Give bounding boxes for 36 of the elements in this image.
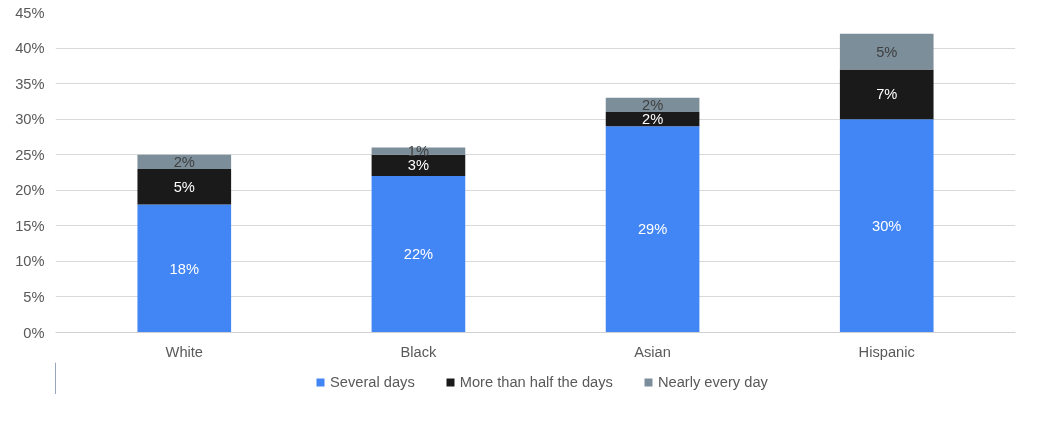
data-label: 18% xyxy=(169,260,199,277)
y-tick-label: 30% xyxy=(15,111,45,128)
data-label: 30% xyxy=(872,217,902,234)
y-tick-label: 45% xyxy=(15,4,45,21)
y-tick-label: 15% xyxy=(15,217,45,234)
y-tick-label: 25% xyxy=(15,146,45,163)
legend-label: Several days xyxy=(330,374,415,390)
x-tick-label: Black xyxy=(400,343,438,360)
y-tick-label: 40% xyxy=(15,40,45,57)
bar xyxy=(839,33,934,70)
legend-label: Nearly every day xyxy=(657,374,768,390)
bar xyxy=(137,204,232,333)
y-tick-label: 5% xyxy=(23,288,45,305)
bar xyxy=(371,154,466,177)
data-label: 22% xyxy=(403,246,434,263)
data-label: 5% xyxy=(173,178,195,195)
bar xyxy=(605,126,700,333)
legend-label: More than half the days xyxy=(459,374,613,390)
y-tick-label: 0% xyxy=(23,324,45,341)
data-label: 3% xyxy=(407,157,430,174)
y-tick-label: 35% xyxy=(15,75,45,92)
data-label: 7% xyxy=(876,86,898,103)
bar xyxy=(137,168,232,205)
y-tick-label: 20% xyxy=(15,182,45,199)
data-label: 2% xyxy=(641,96,664,113)
data-label: 5% xyxy=(876,43,898,60)
x-tick-label: Asian xyxy=(634,343,671,360)
bar xyxy=(371,176,466,333)
data-label: 2% xyxy=(173,153,195,170)
data-label: 29% xyxy=(637,221,668,238)
y-tick-label: 10% xyxy=(15,253,45,270)
bar xyxy=(839,69,934,120)
x-tick-label: White xyxy=(165,343,204,360)
data-label: 2% xyxy=(641,111,664,128)
x-tick-label: Hispanic xyxy=(858,343,915,360)
bar xyxy=(839,119,934,333)
